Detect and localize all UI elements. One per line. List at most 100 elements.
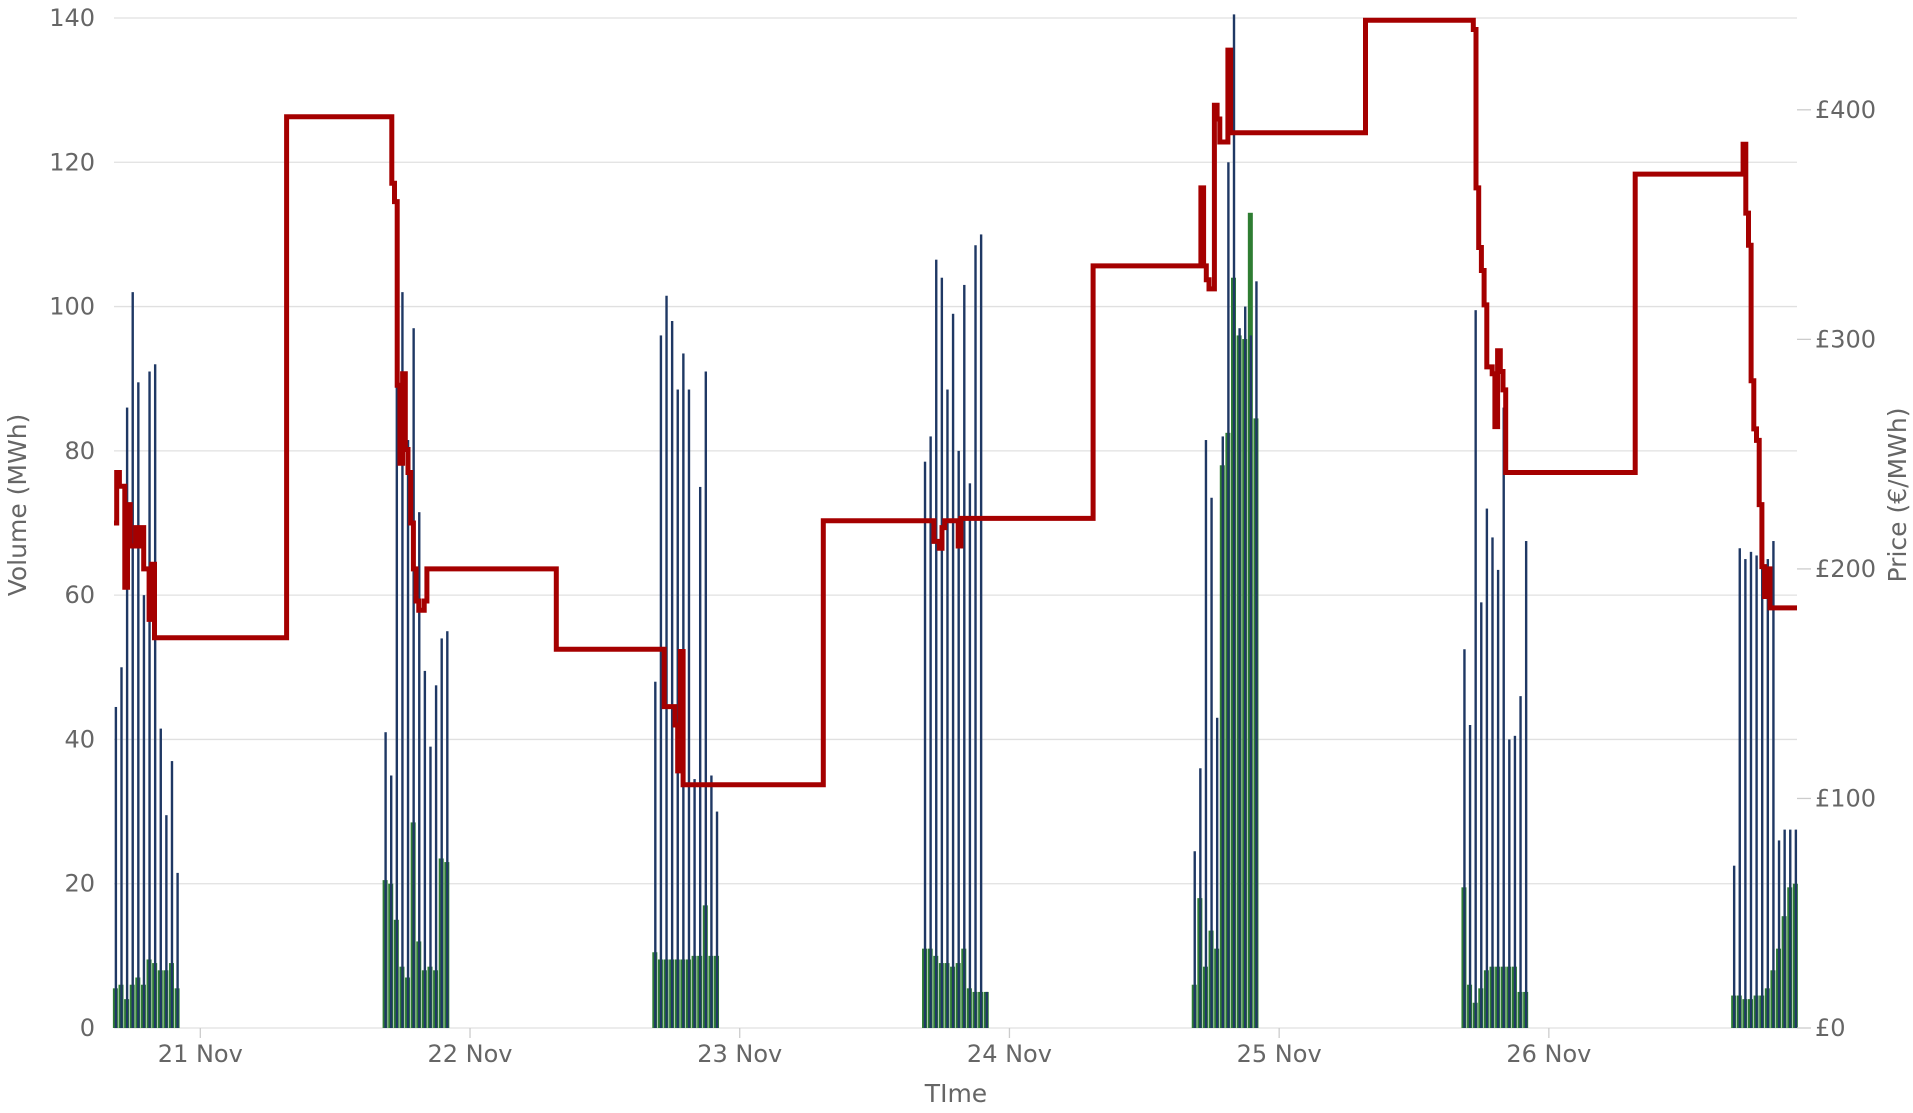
blue-bar — [125, 407, 129, 1029]
blue-bar — [676, 389, 679, 1028]
blue-bar — [142, 595, 146, 1028]
blue-bar — [1210, 497, 1213, 1028]
blue-bar — [985, 991, 988, 1028]
blue-bar — [929, 436, 932, 1028]
blue-bar — [1204, 440, 1208, 1028]
y-left-tick-label: 120 — [49, 148, 95, 176]
blue-bar — [176, 872, 179, 1028]
blue-bar — [1249, 335, 1253, 1028]
x-tick-label: 25 Nov — [1237, 1040, 1322, 1068]
blue-bar — [1508, 739, 1511, 1028]
bars — [112, 14, 1798, 1029]
blue-bar — [120, 667, 123, 1028]
x-tick-label: 26 Nov — [1506, 1040, 1591, 1068]
blue-bar — [137, 382, 140, 1029]
x-tick-label: 23 Nov — [697, 1040, 782, 1068]
y-right-tick-label: £100 — [1815, 784, 1876, 812]
y-left-tick-label: 60 — [64, 581, 95, 609]
blue-bar — [1502, 407, 1505, 1029]
blue-bar — [114, 706, 118, 1028]
blue-bar — [418, 512, 421, 1028]
blue-bar — [940, 277, 944, 1028]
blue-bar — [395, 331, 399, 1029]
blue-bar — [165, 815, 168, 1028]
y-axis-right-title: Price (€/MWh) — [1883, 408, 1912, 583]
blue-bar — [1244, 306, 1247, 1029]
blue-bar — [153, 364, 157, 1028]
y-right-tick-label: £400 — [1815, 96, 1876, 124]
y-right-tick-label: £300 — [1815, 325, 1876, 353]
blue-bar — [1789, 829, 1792, 1028]
blue-bar — [390, 775, 393, 1028]
price-line-layer — [114, 17, 1797, 788]
blue-bar — [148, 371, 151, 1028]
blue-bar — [423, 670, 427, 1028]
blue-bar — [1749, 551, 1753, 1028]
axes: TIme Volume (MWh) Price (€/MWh) 0 20 40 60 8… — [3, 4, 1912, 1108]
blue-bar — [687, 389, 691, 1028]
y-left-tick-label: 80 — [64, 437, 95, 465]
blue-bar — [1232, 14, 1236, 1028]
x-tick-label: 22 Nov — [428, 1040, 513, 1068]
y-left-tick-label: 0 — [80, 1014, 95, 1042]
blue-bar — [654, 681, 657, 1028]
blue-bar — [968, 483, 972, 1029]
blue-bar — [1744, 559, 1747, 1028]
blue-bar — [923, 461, 927, 1028]
blue-bar — [1519, 696, 1522, 1028]
blue-bar — [1468, 725, 1472, 1028]
gridlines — [114, 17, 1797, 1029]
blue-bar — [1755, 555, 1758, 1028]
x-tick-label: 24 Nov — [967, 1040, 1052, 1068]
blue-bar — [1474, 310, 1477, 1028]
blue-bar — [951, 313, 955, 1028]
x-axis-title: TIme — [924, 1079, 987, 1108]
blue-bar — [1193, 851, 1196, 1028]
blue-bar — [1496, 569, 1500, 1028]
blue-bar — [1738, 548, 1741, 1028]
blue-bar — [946, 389, 949, 1028]
blue-bar — [170, 761, 174, 1028]
blue-bar — [1199, 768, 1202, 1028]
y-left-tick-label: 100 — [49, 293, 95, 321]
blue-bar — [1732, 865, 1736, 1028]
blue-bar — [1255, 281, 1258, 1029]
blue-bar — [1794, 829, 1798, 1028]
y-right-tick-label: £200 — [1815, 555, 1876, 583]
blue-bar — [1766, 559, 1770, 1028]
blue-bar — [1227, 162, 1230, 1029]
blue-bar — [429, 746, 432, 1028]
blue-bar — [974, 245, 977, 1028]
price-line — [114, 17, 1797, 788]
blue-bar — [406, 440, 410, 1028]
blue-bar — [1480, 602, 1483, 1028]
y-left-tick-label: 20 — [64, 870, 95, 898]
blue-bar — [401, 292, 404, 1029]
blue-bar — [670, 321, 674, 1028]
blue-bar — [935, 259, 938, 1028]
y-axis-left-title: Volume (MWh) — [3, 414, 32, 597]
blue-bar — [1772, 541, 1775, 1028]
blue-bar — [1777, 840, 1781, 1028]
blue-bar — [710, 775, 713, 1028]
blue-bar — [131, 292, 134, 1029]
blue-bar — [1485, 508, 1489, 1029]
blue-bar — [440, 638, 443, 1028]
y-left-tick-label: 40 — [64, 725, 95, 753]
blue-bar — [1221, 436, 1224, 1028]
blue-bar — [1761, 548, 1764, 1028]
blue-bar — [963, 284, 966, 1028]
blue-bar — [704, 371, 708, 1028]
blue-bar — [1524, 541, 1528, 1028]
blue-bar — [1215, 717, 1219, 1028]
blue-bar — [659, 335, 663, 1028]
blue-bar — [1491, 537, 1494, 1028]
blue-bar — [384, 732, 387, 1028]
blue-bar — [446, 631, 449, 1028]
blue-bar — [1783, 829, 1786, 1028]
blue-bar — [698, 486, 702, 1028]
blue-bar — [1513, 735, 1517, 1028]
y-right-tick-label: £0 — [1815, 1014, 1846, 1042]
